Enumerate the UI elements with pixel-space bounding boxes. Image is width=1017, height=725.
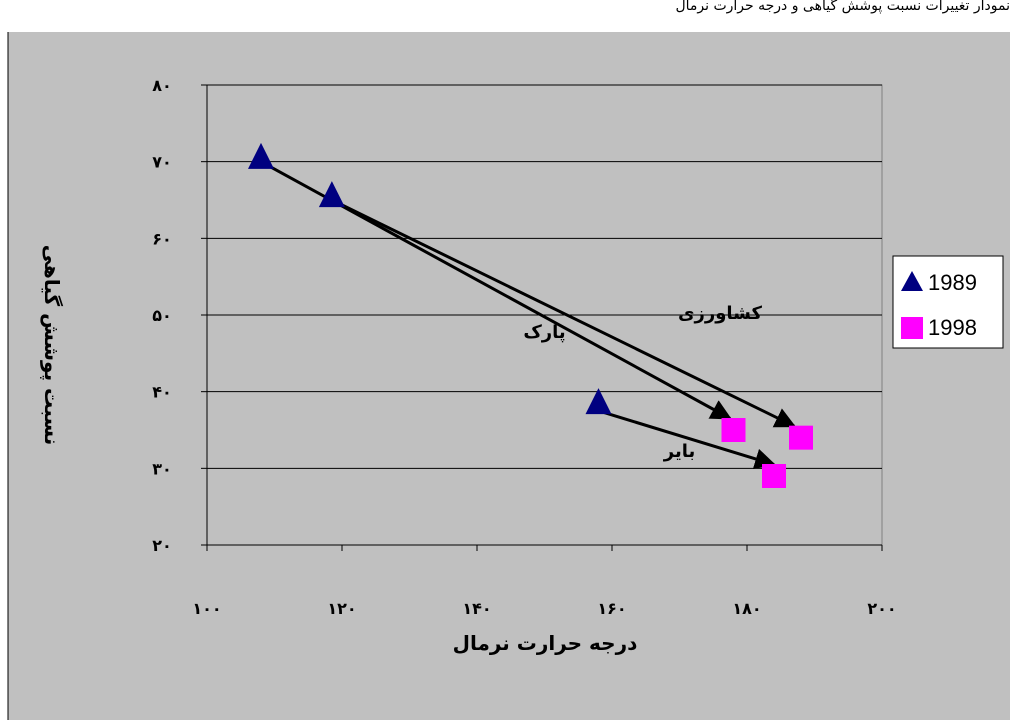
- annotation-label: پارک: [523, 322, 565, 343]
- x-tick-label: ۱۸۰: [732, 599, 761, 618]
- data-point-triangle: [248, 142, 274, 169]
- legend: 1989 1998: [892, 255, 1004, 349]
- x-tick-label: ۲۰۰: [867, 599, 896, 618]
- y-axis-ticks: ۲۰ ۳۰ ۴۰ ۵۰ ۶۰ ۷۰ ۸۰: [152, 76, 208, 555]
- y-tick-label: ۶۰: [152, 229, 172, 248]
- annotations: کشاورزی پارک بایر: [523, 303, 762, 462]
- y-axis-title: نسبت پوشش گیاهی: [39, 245, 64, 446]
- y-tick-label: ۲۰: [152, 536, 172, 555]
- trend-arrow: [331, 198, 797, 428]
- annotation-label: بایر: [663, 441, 695, 462]
- y-tick-label: ۴۰: [152, 383, 172, 402]
- legend-marker-square: [901, 317, 923, 339]
- legend-marker-triangle: [901, 271, 923, 291]
- x-tick-label: ۱۲۰: [327, 599, 356, 618]
- y-tick-label: ۷۰: [152, 153, 172, 172]
- y-tick-label: ۳۰: [152, 459, 172, 478]
- y-tick-label: ۸۰: [152, 76, 172, 95]
- legend-label: 1998: [928, 315, 977, 340]
- data-point-square: [762, 464, 786, 488]
- top-caption: نمودار تغییرات نسبت پوشش گیاهی و درجه حر…: [675, 0, 1010, 14]
- trend-arrow: [598, 409, 777, 470]
- data-markers: [248, 142, 813, 488]
- x-tick-label: ۱۴۰: [462, 599, 491, 618]
- data-point-square: [721, 418, 746, 442]
- annotation-label: کشاورزی: [678, 303, 762, 324]
- data-point-triangle: [318, 181, 345, 208]
- data-point-square: [789, 425, 813, 450]
- x-axis-title: درجه حرارت نرمال: [453, 631, 638, 655]
- x-tick-label: ۱۶۰: [597, 599, 626, 618]
- x-axis-ticks: ۱۰۰ ۱۲۰ ۱۴۰ ۱۶۰ ۱۸۰ ۲۰۰: [192, 544, 897, 618]
- gridlines: [207, 84, 882, 469]
- y-tick-label: ۵۰: [152, 306, 172, 325]
- legend-label: 1989: [928, 270, 977, 295]
- x-tick-label: ۱۰۰: [192, 599, 221, 618]
- data-point-triangle: [585, 388, 612, 415]
